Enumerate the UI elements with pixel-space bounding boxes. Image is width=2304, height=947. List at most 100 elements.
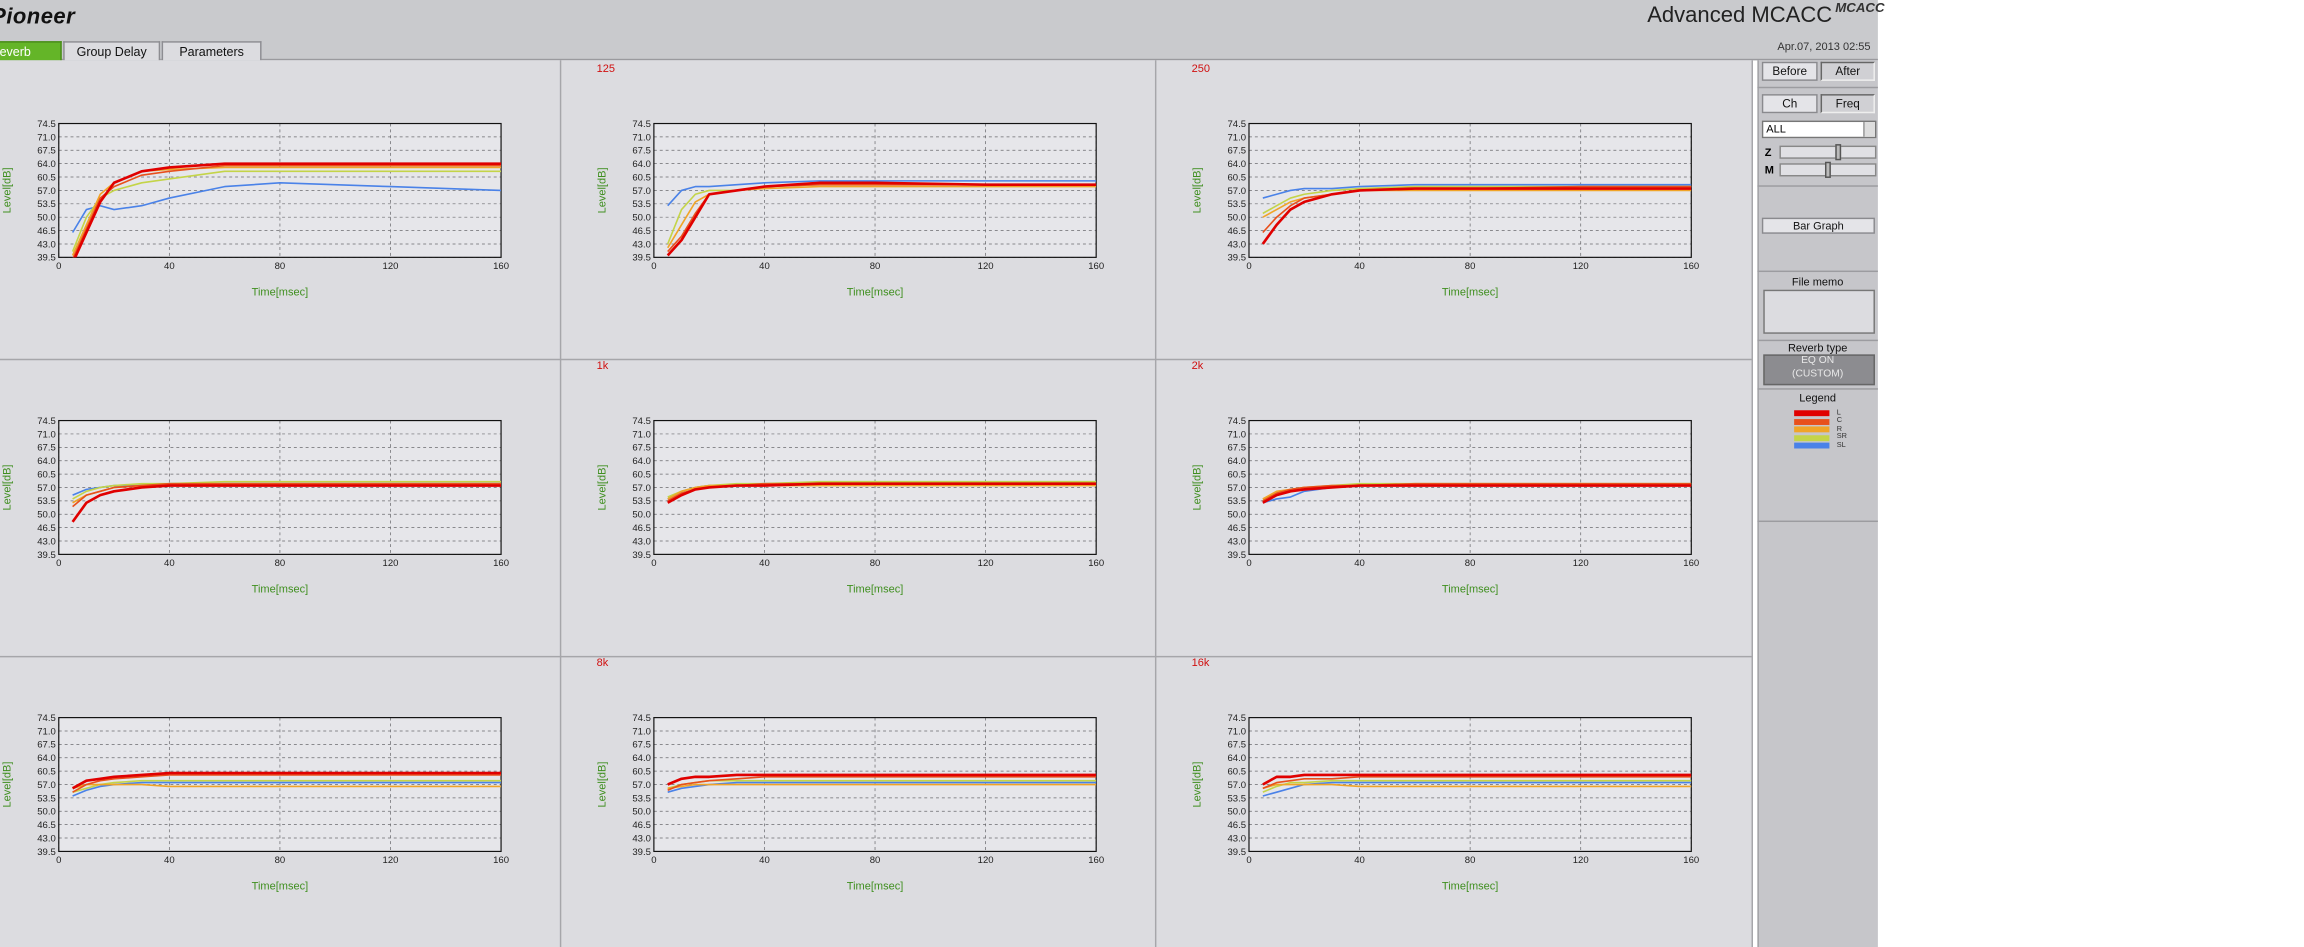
brand-logo: Pioneer	[0, 4, 76, 30]
x-tick-label: 160	[493, 558, 509, 569]
x-tick-label: 120	[383, 558, 399, 569]
x-axis-label: Time[msec]	[1442, 287, 1498, 299]
separator	[1757, 339, 1878, 342]
x-axis-label: Time[msec]	[847, 584, 903, 596]
after-button[interactable]: After	[1820, 61, 1875, 81]
y-tick-label: 60.5	[37, 172, 56, 183]
y-tick-label: 64.0	[1227, 159, 1246, 170]
separator	[1757, 270, 1878, 273]
header-bar	[0, 0, 1878, 61]
series-line	[1262, 185, 1692, 215]
x-tick-label: 80	[870, 855, 881, 866]
y-tick-label: 67.5	[1227, 740, 1246, 751]
zoom-label: Z	[1764, 145, 1772, 159]
x-tick-label: 160	[1683, 261, 1699, 272]
y-tick-label: 74.5	[37, 713, 56, 724]
y-tick-label: 60.5	[37, 767, 56, 778]
x-tick-label: 120	[383, 261, 399, 272]
y-tick-label: 67.5	[1227, 146, 1246, 157]
zoom-slider[interactable]	[1779, 145, 1877, 159]
series-line	[1262, 183, 1692, 199]
x-tick-label: 80	[1465, 855, 1476, 866]
tab[interactable]: Group Delay	[63, 41, 161, 61]
y-tick-label: 43.0	[1227, 536, 1246, 547]
y-tick-label: 74.5	[632, 119, 651, 130]
x-tick-label: 40	[759, 855, 770, 866]
series-line	[72, 480, 502, 500]
before-button[interactable]: Before	[1761, 61, 1818, 81]
y-tick-label: 39.5	[37, 847, 56, 858]
legend-swatch	[1794, 410, 1830, 417]
series-line	[666, 181, 1097, 257]
y-tick-label: 50.0	[632, 510, 651, 521]
x-axis-label: Time[msec]	[847, 881, 903, 893]
x-tick-label: 40	[1354, 558, 1365, 569]
channel-button[interactable]: Ch	[1761, 94, 1818, 114]
y-tick-label: 43.0	[1227, 833, 1246, 844]
y-tick-label: 64.0	[37, 753, 56, 764]
series-line	[667, 781, 1097, 793]
file-memo-box[interactable]	[1763, 289, 1875, 334]
y-axis-label: Level[dB]	[1, 762, 13, 808]
x-axis-label: Time[msec]	[1442, 881, 1498, 893]
y-tick-label: 67.5	[37, 443, 56, 454]
tab[interactable]: Reverb	[0, 41, 62, 61]
y-tick-label: 71.0	[632, 132, 651, 143]
channel-select[interactable]: ALL	[1761, 120, 1877, 139]
band-label: 8k	[597, 657, 609, 669]
y-tick-label: 57.0	[37, 780, 56, 791]
y-tick-label: 67.5	[632, 443, 651, 454]
y-tick-label: 46.5	[1227, 820, 1246, 831]
legend-swatch	[1794, 443, 1830, 450]
series-line	[1262, 781, 1692, 797]
y-tick-label: 39.5	[37, 550, 56, 561]
y-tick-label: 71.0	[632, 726, 651, 737]
series-line	[72, 779, 502, 793]
x-axis-label: Time[msec]	[1442, 584, 1498, 596]
product-title: Advanced MCACC	[1647, 2, 1833, 28]
frequency-button[interactable]: Freq	[1820, 94, 1875, 114]
series-line	[72, 164, 502, 258]
x-tick-label: 120	[978, 855, 994, 866]
select-arrow[interactable]	[1863, 122, 1875, 137]
x-tick-label: 0	[56, 855, 61, 866]
y-tick-label: 74.5	[1227, 119, 1246, 130]
x-tick-label: 0	[651, 855, 656, 866]
x-tick-label: 160	[493, 855, 509, 866]
x-axis-label: Time[msec]	[847, 287, 903, 299]
tab[interactable]: Parameters	[161, 41, 262, 61]
x-tick-label: 120	[978, 261, 994, 272]
series-line	[667, 773, 1097, 786]
magnify-thumb[interactable]	[1824, 161, 1831, 178]
x-tick-label: 80	[1465, 261, 1476, 272]
y-tick-label: 50.0	[1227, 510, 1246, 521]
x-tick-label: 160	[1683, 558, 1699, 569]
y-tick-label: 71.0	[1227, 726, 1246, 737]
legend-label: C	[1836, 416, 1843, 426]
legend-label: L	[1836, 408, 1841, 417]
legend-swatch	[1794, 434, 1830, 441]
bar-graph-button[interactable]: Bar Graph	[1761, 217, 1875, 234]
x-tick-label: 120	[1573, 855, 1589, 866]
x-tick-label: 160	[1088, 261, 1104, 272]
plot-frame	[653, 419, 1097, 555]
x-tick-label: 120	[1573, 558, 1589, 569]
x-axis-label: Time[msec]	[252, 881, 308, 893]
y-tick-label: 43.0	[1227, 239, 1246, 250]
series-line	[1262, 773, 1692, 786]
zoom-thumb[interactable]	[1835, 144, 1842, 161]
y-tick-label: 57.0	[1227, 483, 1246, 494]
y-tick-label: 50.0	[37, 213, 56, 224]
y-tick-label: 57.0	[1227, 780, 1246, 791]
x-tick-label: 40	[759, 261, 770, 272]
separator	[1757, 185, 1878, 187]
y-tick-label: 71.0	[37, 726, 56, 737]
y-tick-label: 60.5	[1227, 469, 1246, 480]
y-tick-label: 50.0	[632, 213, 651, 224]
y-tick-label: 43.0	[632, 239, 651, 250]
y-tick-label: 46.5	[1227, 523, 1246, 534]
y-tick-label: 64.0	[632, 753, 651, 764]
series-line	[72, 783, 502, 790]
x-tick-label: 80	[1465, 558, 1476, 569]
